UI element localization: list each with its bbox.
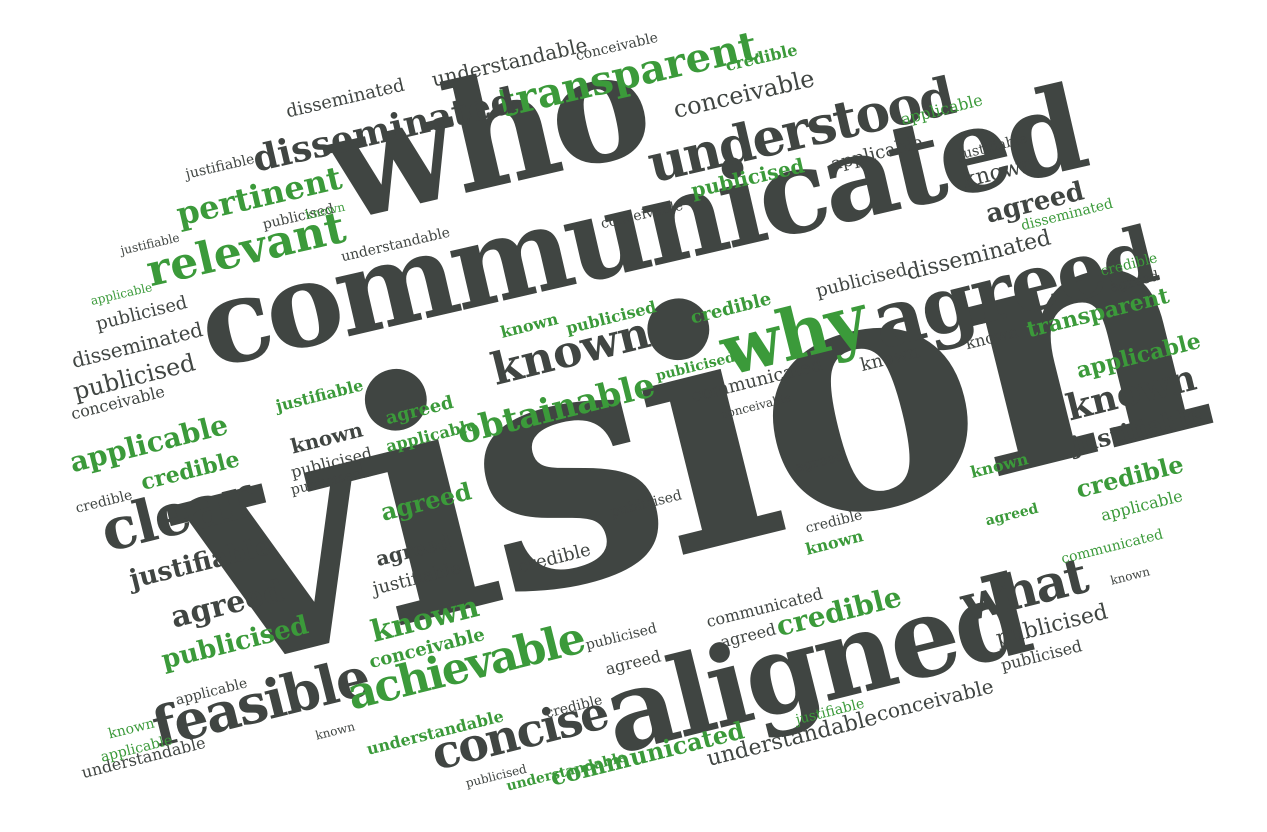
word-justifiable-top: justifiable [184, 151, 256, 183]
word-known-right4: known [1108, 564, 1152, 588]
